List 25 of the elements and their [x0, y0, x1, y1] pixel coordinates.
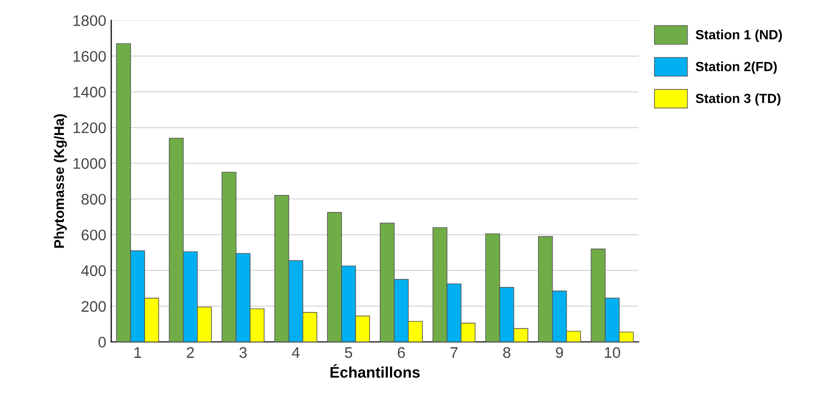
x-tick-label: 1 [134, 347, 142, 358]
x-tick-label: 5 [344, 347, 352, 358]
y-tick-label: 1200 [74, 122, 106, 134]
y-axis-title: Phytomasse (Kg/Ha) [54, 114, 67, 248]
x-axis-title: Échantillons [330, 364, 420, 378]
y-tick-label: 1400 [74, 86, 106, 98]
y-tick-label: 1600 [74, 50, 106, 62]
x-tick-label: 9 [556, 347, 564, 358]
x-tick-label: 3 [239, 347, 247, 358]
y-tick-label: 1000 [74, 158, 106, 169]
x-tick-label: 4 [292, 347, 300, 358]
x-tick-label: 6 [398, 347, 405, 358]
legend-label: Station 1 (ND) [696, 30, 782, 42]
x-tick-label: 10 [604, 347, 620, 358]
y-tick-label: 400 [81, 265, 106, 276]
y-tick-label: 1800 [74, 15, 106, 26]
y-tick-label: 800 [82, 194, 106, 205]
legend-label: Station 2(FD) [696, 62, 777, 74]
legend-label: Station 3 (TD) [696, 93, 780, 106]
x-tick-label: 8 [503, 347, 510, 358]
y-tick-label: 0 [98, 336, 106, 348]
x-tick-label: 2 [186, 347, 194, 358]
y-tick-label: 200 [82, 301, 106, 312]
y-tick-label: 600 [82, 230, 106, 240]
x-tick-label: 7 [450, 347, 458, 358]
